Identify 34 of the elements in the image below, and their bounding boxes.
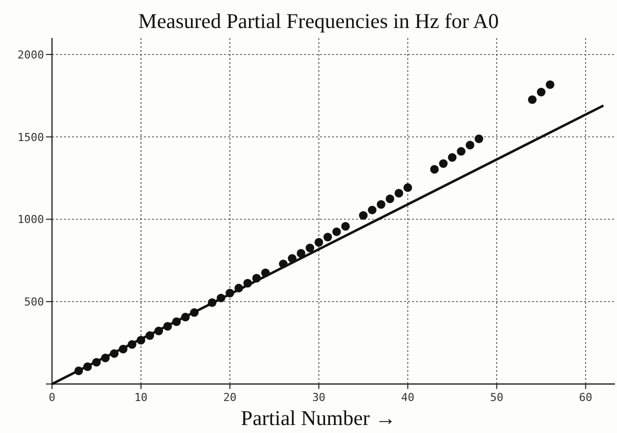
point	[323, 232, 332, 242]
chart-title: Measured Partial Frequencies in Hz for A0	[138, 9, 499, 33]
y-tick-label: 500	[24, 296, 44, 309]
point	[536, 88, 546, 96]
point	[358, 211, 368, 220]
x-tick-label: 20	[223, 391, 237, 404]
point	[341, 222, 350, 231]
y-tick-label: 1000	[18, 213, 44, 226]
point	[456, 147, 466, 156]
point	[314, 238, 324, 247]
point	[368, 206, 376, 214]
y-tick-label: 1500	[18, 130, 44, 144]
x-axis-title: Partial Number →	[240, 406, 396, 430]
point	[403, 183, 412, 192]
x-tick-label: 60	[579, 391, 592, 404]
point	[474, 134, 484, 144]
x-tick-label: 10	[134, 391, 148, 404]
y-tick-label: 2000	[18, 48, 44, 62]
x-tick-label: 40	[401, 391, 414, 404]
x-tick-label: 30	[312, 391, 326, 404]
point	[466, 140, 474, 150]
point	[296, 249, 306, 258]
point	[546, 80, 554, 89]
point	[430, 165, 439, 174]
x-tick-label: 0	[48, 391, 56, 404]
point	[306, 244, 314, 252]
point	[439, 159, 448, 168]
point	[332, 227, 341, 236]
point	[376, 200, 386, 209]
point	[394, 188, 404, 198]
x-tick-label: 50	[490, 391, 504, 404]
point	[528, 95, 537, 104]
point	[448, 153, 457, 162]
point	[386, 194, 394, 204]
